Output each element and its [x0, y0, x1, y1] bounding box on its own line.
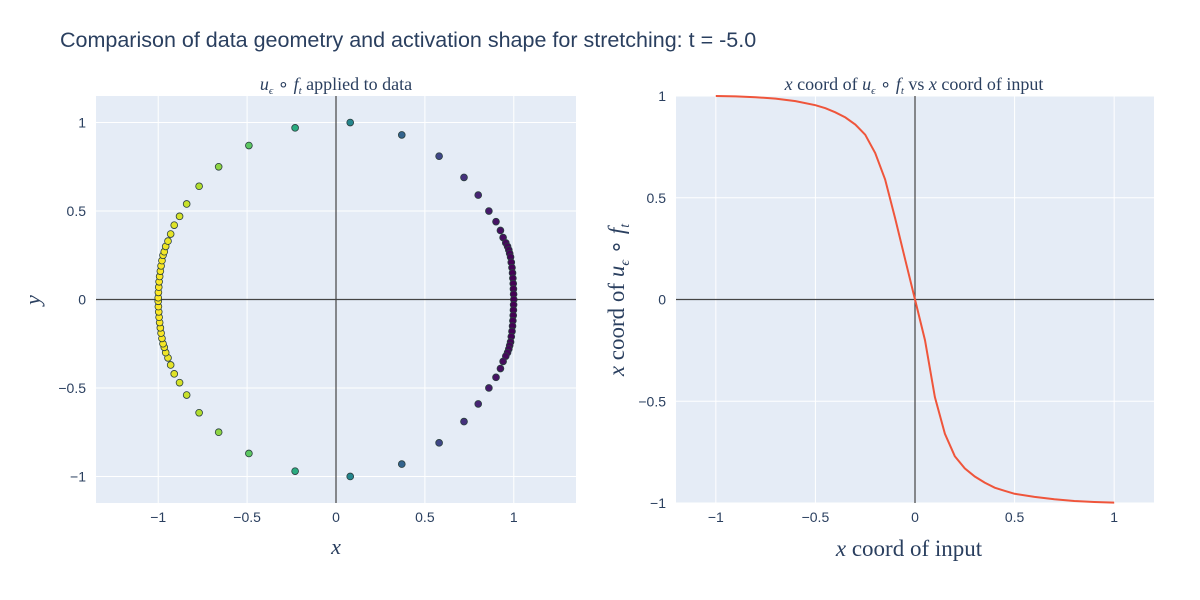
scatter-ytick-label: 0: [78, 292, 86, 308]
scatter-point: [485, 384, 493, 392]
scatter-point: [397, 460, 406, 468]
scatter-xtick-label: 0.5: [415, 509, 435, 525]
scatter-point: [175, 212, 184, 221]
scatter-point: [164, 237, 172, 245]
scatter-point: [485, 207, 493, 215]
line-xtick-label: −1: [708, 509, 724, 525]
line-series: [715, 95, 1115, 504]
line-title: x coord of uϵ ∘ ft vs x coord of input: [784, 74, 1044, 97]
line-ytick-label: 0.5: [647, 190, 667, 206]
scatter-point: [460, 417, 468, 426]
activation-line: [715, 95, 1115, 504]
scatter-ytick-label: 0.5: [67, 203, 87, 219]
line-ytick-label: 1: [658, 88, 666, 104]
scatter-point: [435, 152, 443, 160]
scatter-point: [496, 364, 505, 373]
scatter-point: [397, 131, 406, 139]
scatter-point: [460, 173, 468, 182]
scatter-point: [492, 373, 500, 382]
scatter-xtick-label: −0.5: [233, 509, 261, 525]
scatter-point: [195, 408, 203, 417]
scatter-point: [214, 428, 223, 437]
scatter-ytick-label: 1: [78, 115, 86, 131]
scatter-tick-labels: −1 −0.5 0 0.5 1 −1 −0.5 0 0.5 1: [58, 115, 518, 525]
scatter-point: [166, 230, 175, 238]
line-ytick-label: −1: [650, 495, 666, 511]
scatter-point: [435, 439, 443, 447]
scatter-point: [195, 182, 203, 191]
scatter-point: [474, 191, 483, 199]
scatter-point: [492, 217, 500, 226]
scatter-point: [499, 357, 507, 366]
scatter-point: [474, 400, 483, 408]
scatter-point: [346, 118, 355, 127]
figure-title: Comparison of data geometry and activati…: [60, 28, 757, 52]
scatter-point: [170, 221, 179, 229]
scatter-point: [496, 226, 505, 235]
scatter-point: [214, 162, 223, 171]
scatter-point: [166, 361, 175, 369]
line-xtick-label: −0.5: [802, 509, 830, 525]
scatter-point: [346, 472, 355, 481]
scatter-point: [175, 378, 184, 387]
scatter-ylabel: y: [20, 295, 45, 307]
scatter-xtick-label: −1: [150, 509, 166, 525]
scatter-xtick-label: 1: [510, 509, 518, 525]
line-ytick-label: 0: [658, 292, 666, 308]
scatter-ytick-label: −0.5: [58, 380, 86, 396]
scatter-point: [182, 200, 191, 208]
line-ylabel: x coord of uϵ ∘ ft: [604, 223, 633, 377]
scatter-point: [245, 141, 253, 150]
scatter-zero-lines: [96, 96, 576, 503]
scatter-points: [154, 118, 518, 481]
scatter-point: [291, 467, 299, 475]
scatter-ytick-label: −1: [70, 468, 86, 484]
scatter-point: [170, 370, 179, 378]
line-tick-labels: −1 −0.5 0 0.5 1 −1 −0.5 0 0.5 1: [638, 88, 1118, 525]
line-xtick-label: 0.5: [1005, 509, 1025, 525]
scatter-xtick-label: 0: [332, 509, 340, 525]
line-ytick-label: −0.5: [638, 393, 666, 409]
scatter-title: uϵ ∘ ft applied to data: [260, 74, 412, 97]
line-xlabel: x coord of input: [835, 536, 983, 561]
scatter-point: [291, 124, 299, 132]
scatter-point: [245, 449, 253, 458]
line-xtick-label: 1: [1110, 509, 1118, 525]
scatter-point: [182, 391, 191, 399]
line-xtick-label: 0: [911, 509, 919, 525]
scatter-xlabel: x: [330, 534, 341, 559]
